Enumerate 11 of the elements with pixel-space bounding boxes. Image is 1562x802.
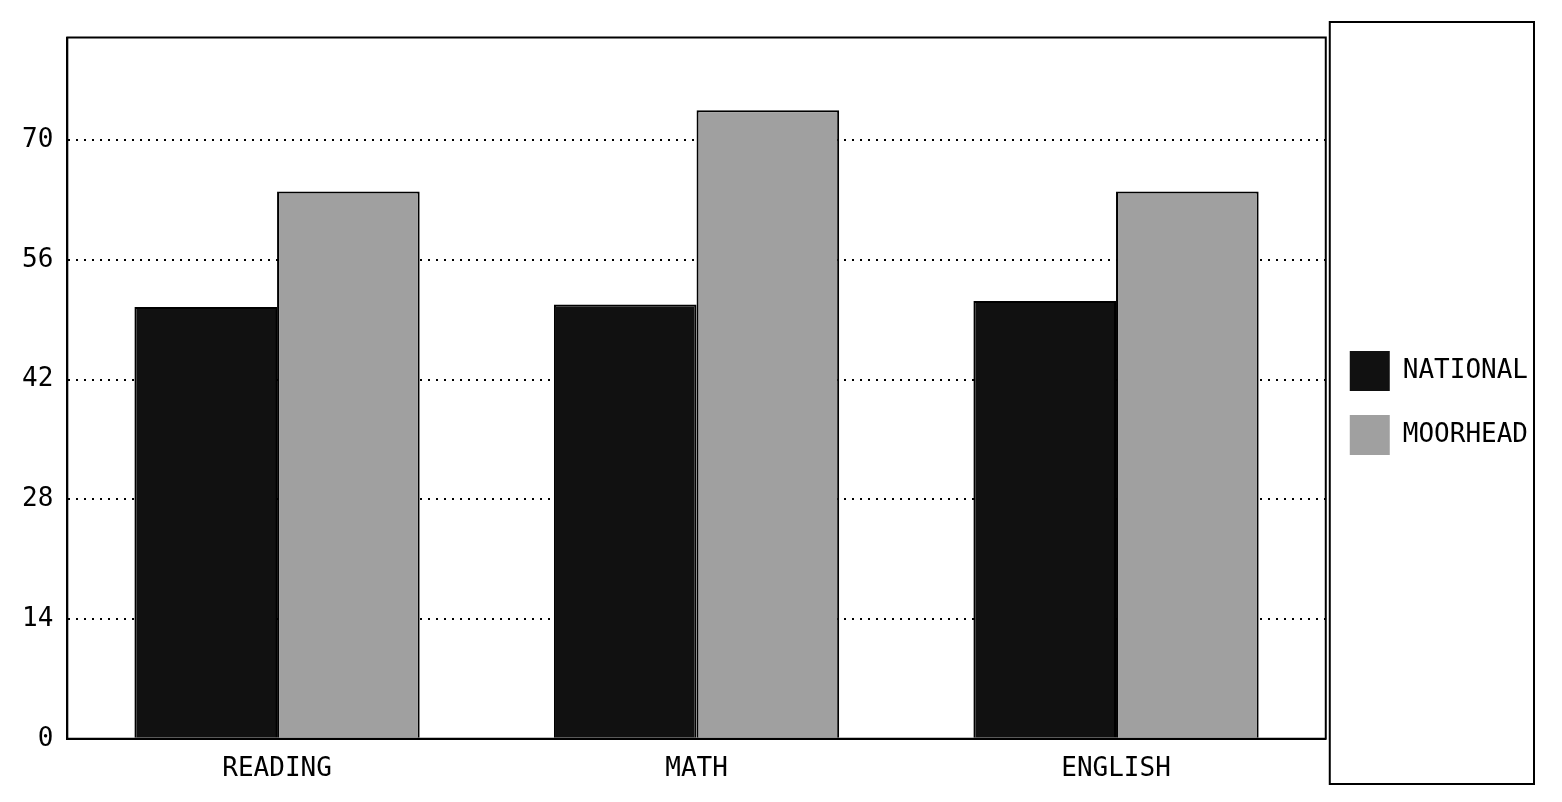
x-tick-label: MATH [665,752,728,783]
legend-label: MOORHEAD [1402,417,1529,448]
y-tick-label: 28 [21,482,54,513]
y-tick-label: 14 [21,601,54,632]
y-tick-label: 70 [21,122,54,153]
y-tick-label: 0 [37,721,54,752]
legend-label: NATIONAL [1402,353,1529,384]
y-tick-label: 56 [21,242,54,273]
x-tick-label: READING [222,752,332,783]
y-tick-label: 42 [21,362,54,393]
x-tick-label: ENGLISH [1061,752,1171,783]
